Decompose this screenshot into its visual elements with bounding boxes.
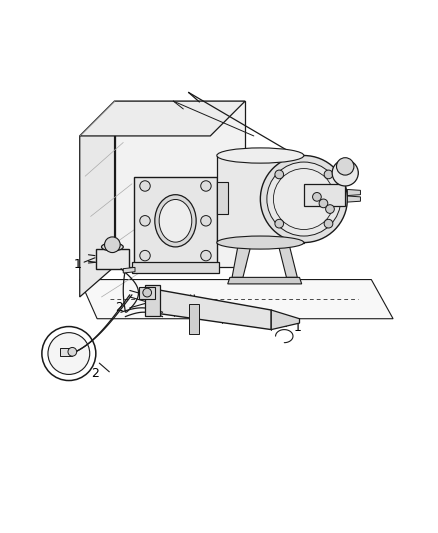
Polygon shape <box>134 177 217 264</box>
Circle shape <box>201 251 211 261</box>
Polygon shape <box>80 101 115 297</box>
Circle shape <box>105 237 120 253</box>
Text: 2: 2 <box>91 367 99 379</box>
Polygon shape <box>232 243 252 277</box>
Ellipse shape <box>267 162 341 236</box>
Polygon shape <box>96 249 129 269</box>
Circle shape <box>275 219 283 228</box>
Polygon shape <box>123 268 135 273</box>
Polygon shape <box>271 310 300 329</box>
Circle shape <box>332 160 358 186</box>
Polygon shape <box>304 184 345 206</box>
Polygon shape <box>60 349 72 356</box>
Circle shape <box>325 205 334 213</box>
Circle shape <box>140 215 150 226</box>
Text: 1: 1 <box>293 321 301 334</box>
Polygon shape <box>145 285 160 316</box>
Polygon shape <box>115 101 245 266</box>
Polygon shape <box>347 189 360 196</box>
Polygon shape <box>217 182 228 214</box>
Polygon shape <box>132 262 219 273</box>
Circle shape <box>201 215 211 226</box>
Ellipse shape <box>273 168 334 230</box>
Ellipse shape <box>155 195 196 247</box>
Ellipse shape <box>159 199 192 242</box>
Polygon shape <box>80 101 245 136</box>
Circle shape <box>275 170 283 179</box>
Circle shape <box>336 158 354 175</box>
Circle shape <box>140 181 150 191</box>
Circle shape <box>143 288 152 297</box>
Circle shape <box>140 251 150 261</box>
Ellipse shape <box>260 156 347 243</box>
Polygon shape <box>80 279 393 319</box>
Circle shape <box>324 170 333 179</box>
Text: 2: 2 <box>115 301 123 314</box>
Polygon shape <box>188 304 199 334</box>
Circle shape <box>201 181 211 191</box>
Circle shape <box>68 348 77 356</box>
Polygon shape <box>139 287 155 299</box>
Text: 1: 1 <box>74 258 81 271</box>
Polygon shape <box>149 288 271 329</box>
Circle shape <box>42 327 96 381</box>
Polygon shape <box>278 243 297 277</box>
Polygon shape <box>217 156 304 243</box>
Ellipse shape <box>102 243 123 251</box>
Circle shape <box>48 333 90 375</box>
Ellipse shape <box>217 236 304 249</box>
Polygon shape <box>228 277 302 284</box>
Circle shape <box>319 199 328 208</box>
Circle shape <box>313 192 321 201</box>
Ellipse shape <box>332 166 358 180</box>
Polygon shape <box>347 196 360 202</box>
Circle shape <box>324 219 333 228</box>
Ellipse shape <box>217 148 304 163</box>
